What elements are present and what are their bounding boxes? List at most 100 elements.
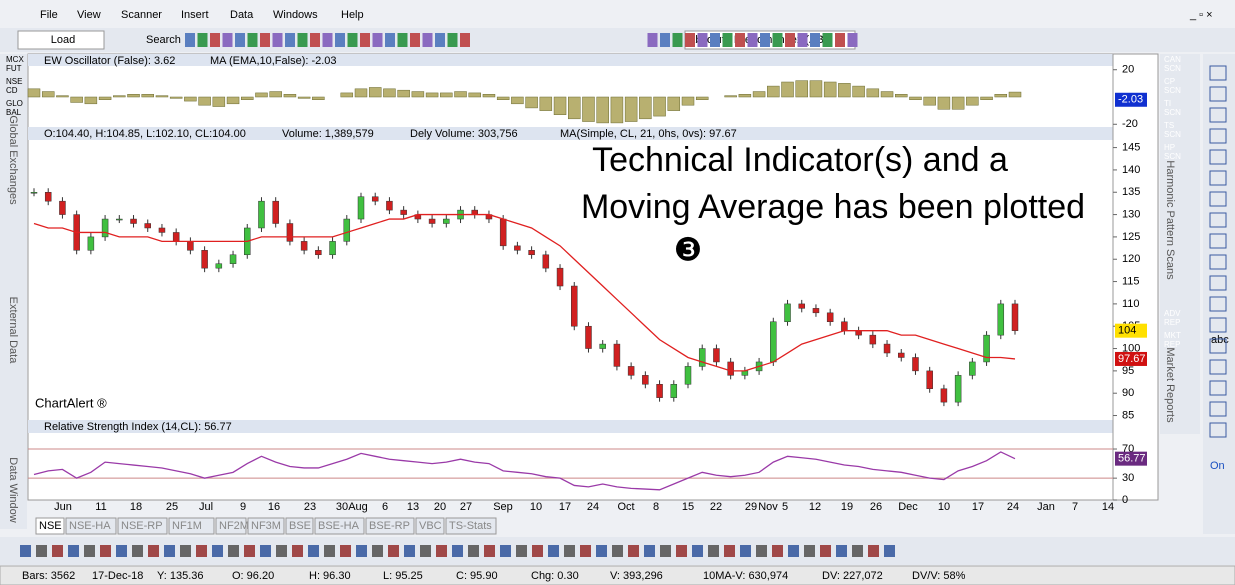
tool-icon[interactable]: [1209, 191, 1227, 207]
side-tab[interactable]: External Data: [7, 297, 19, 365]
text-tool[interactable]: abc: [1211, 334, 1229, 346]
drawing-icon[interactable]: [868, 545, 879, 557]
drawing-icon[interactable]: [612, 545, 623, 557]
toggle-on[interactable]: On: [1210, 460, 1225, 472]
toolbar-icon[interactable]: [772, 33, 783, 47]
scan-button[interactable]: SCN: [1164, 130, 1181, 139]
toolbar-icon[interactable]: [410, 33, 420, 47]
tab[interactable]: [285, 517, 314, 535]
drawing-icon[interactable]: [244, 545, 255, 557]
tab-label[interactable]: NF1M: [172, 520, 202, 532]
drawing-icon[interactable]: [708, 545, 719, 557]
exchange-box[interactable]: GLO: [6, 99, 23, 108]
side-tab[interactable]: Harmonic Pattern Scans: [1164, 160, 1176, 280]
toolbar-icon[interactable]: [247, 33, 258, 47]
symbol-input[interactable]: [17, 30, 105, 50]
toolbar-icon[interactable]: [397, 33, 408, 47]
drawing-icon[interactable]: [692, 545, 703, 557]
toolbar-icon[interactable]: [735, 33, 745, 47]
exchange-box[interactable]: NSE: [6, 77, 22, 86]
drawing-icon[interactable]: [84, 545, 95, 557]
menu-item[interactable]: Data: [230, 9, 254, 21]
tab[interactable]: [117, 517, 168, 535]
toolbar-icon[interactable]: [360, 33, 370, 47]
drawing-icon[interactable]: [340, 545, 351, 557]
tab-label[interactable]: VBC: [419, 520, 442, 532]
tool-icon[interactable]: [1209, 359, 1227, 375]
tool-icon[interactable]: [1209, 128, 1227, 144]
drawing-icon[interactable]: [532, 545, 543, 557]
drawing-icon[interactable]: [36, 545, 47, 557]
toolbar-icon[interactable]: [422, 33, 433, 47]
toolbar-icon[interactable]: [785, 33, 795, 47]
tool-icon[interactable]: [1209, 107, 1227, 123]
tool-icon[interactable]: [1209, 212, 1227, 228]
tool-icon[interactable]: [1209, 65, 1227, 81]
scan-button[interactable]: HP: [1164, 143, 1175, 152]
exchange-box[interactable]: FUT: [6, 64, 22, 73]
drawing-icon[interactable]: [132, 545, 143, 557]
drawing-icon[interactable]: [772, 545, 783, 557]
scan-button[interactable]: CAN: [1164, 55, 1181, 64]
tab[interactable]: [215, 517, 247, 535]
exchange-box[interactable]: MCX: [6, 55, 24, 64]
tool-icon[interactable]: [1209, 254, 1227, 270]
drawing-icon[interactable]: [436, 545, 447, 557]
drawing-icon[interactable]: [52, 545, 63, 557]
side-tab[interactable]: Market Reports: [1164, 347, 1176, 423]
tab-label[interactable]: NSE-RP: [121, 520, 163, 532]
load-button[interactable]: Load: [51, 34, 75, 46]
tool-icon[interactable]: [1209, 170, 1227, 186]
side-tab[interactable]: Data Window: [7, 457, 19, 522]
tool-icon[interactable]: [1209, 149, 1227, 165]
tool-icon[interactable]: [1209, 275, 1227, 291]
drawing-icon[interactable]: [660, 545, 671, 557]
toolbar-icon[interactable]: [822, 33, 833, 47]
tab-label[interactable]: TS-Stats: [449, 520, 492, 532]
toolbar-icon[interactable]: [647, 33, 658, 47]
toolbar-icon[interactable]: [672, 33, 683, 47]
tab[interactable]: [314, 517, 365, 535]
drawing-icon[interactable]: [676, 545, 687, 557]
drawing-icon[interactable]: [484, 545, 495, 557]
tab[interactable]: [365, 517, 415, 535]
toolbar-icon[interactable]: [460, 33, 470, 47]
drawing-icon[interactable]: [596, 545, 607, 557]
toolbar-icon[interactable]: [697, 33, 708, 47]
drawing-icon[interactable]: [724, 545, 735, 557]
tab-label[interactable]: BSE-RP: [369, 520, 410, 532]
toolbar-icon[interactable]: [185, 33, 195, 47]
report-button[interactable]: ADV: [1164, 309, 1181, 318]
tool-icon[interactable]: [1209, 233, 1227, 249]
tool-icon[interactable]: [1209, 401, 1227, 417]
drawing-icon[interactable]: [260, 545, 271, 557]
drawing-icon[interactable]: [756, 545, 767, 557]
drawing-icon[interactable]: [788, 545, 799, 557]
menu-item[interactable]: Windows: [273, 9, 318, 21]
drawing-icon[interactable]: [324, 545, 335, 557]
menu-item[interactable]: Insert: [181, 9, 209, 21]
drawing-icon[interactable]: [164, 545, 175, 557]
toolbar-icon[interactable]: [297, 33, 308, 47]
tool-icon[interactable]: [1209, 296, 1227, 312]
toolbar-icon[interactable]: [447, 33, 458, 47]
scan-button[interactable]: TI: [1164, 99, 1171, 108]
toolbar-icon[interactable]: [235, 33, 245, 47]
toolbar-icon[interactable]: [197, 33, 208, 47]
tab-label[interactable]: NSE-HA: [69, 520, 111, 532]
drawing-icon[interactable]: [404, 545, 415, 557]
toolbar-icon[interactable]: [710, 33, 720, 47]
drawing-icon[interactable]: [740, 545, 751, 557]
toolbar-icon[interactable]: [810, 33, 820, 47]
drawing-icon[interactable]: [100, 545, 111, 557]
scan-button[interactable]: CP: [1164, 77, 1175, 86]
search-button[interactable]: Search: [146, 34, 181, 46]
drawing-icon[interactable]: [820, 545, 831, 557]
scan-button[interactable]: SCN: [1164, 108, 1181, 117]
toolbar-icon[interactable]: [660, 33, 670, 47]
tab[interactable]: [168, 517, 215, 535]
tab[interactable]: [65, 517, 117, 535]
tab-label[interactable]: NF3M: [251, 520, 281, 532]
toolbar-icon[interactable]: [435, 33, 445, 47]
tool-icon[interactable]: [1209, 422, 1227, 438]
